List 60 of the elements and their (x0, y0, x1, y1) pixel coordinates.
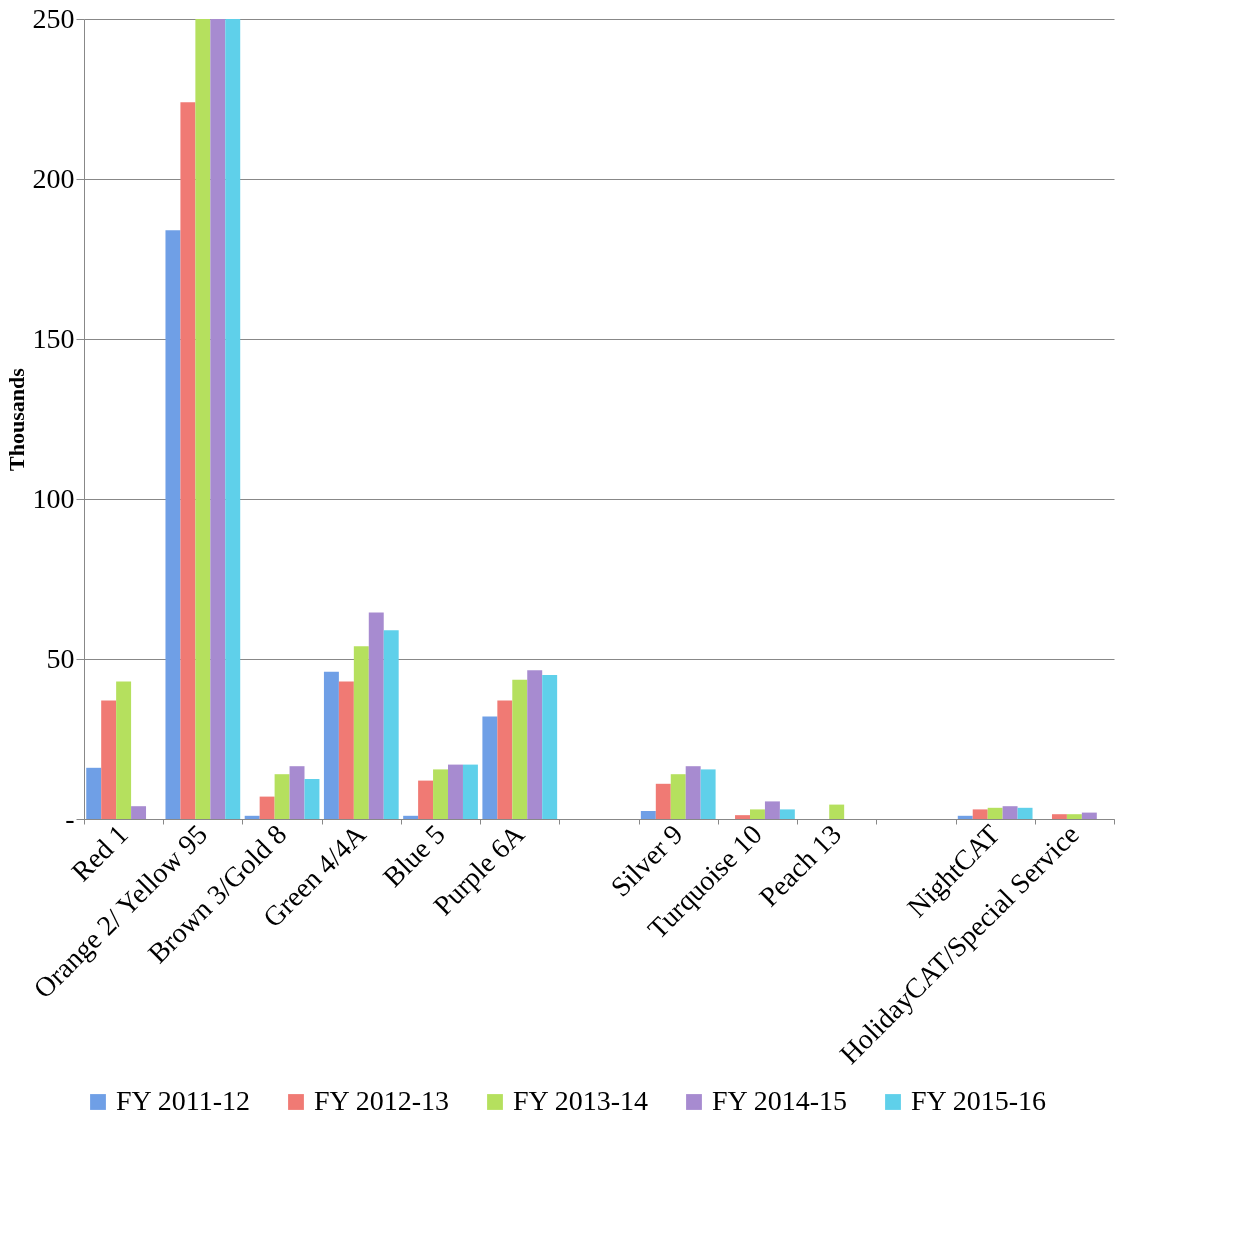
bar (353, 646, 369, 819)
bar (433, 769, 449, 819)
bar (101, 700, 117, 819)
bar (527, 670, 543, 819)
bar (670, 774, 686, 819)
bar (779, 809, 795, 819)
bar (1081, 812, 1097, 819)
bar (274, 774, 290, 819)
bar (1017, 807, 1033, 819)
legend-label: FY 2011-12 (116, 1085, 251, 1116)
y-axis-title: Thousands (3, 367, 29, 471)
bar (640, 811, 656, 819)
bar (323, 671, 339, 819)
bar (304, 779, 320, 819)
y-tick-label: 150 (32, 322, 75, 354)
bar (448, 764, 463, 819)
y-tick-label: - (65, 802, 75, 834)
bar (700, 769, 716, 819)
bar (338, 681, 354, 819)
bar (368, 612, 384, 819)
bar (749, 809, 765, 819)
y-tick-label: 250 (32, 2, 75, 34)
bar (685, 766, 701, 819)
bar (225, 19, 241, 819)
bar (418, 780, 434, 819)
bar (210, 19, 226, 819)
bar (462, 764, 478, 819)
bar (655, 783, 671, 819)
bar (259, 796, 275, 819)
bar (244, 815, 260, 819)
bar (1051, 814, 1067, 819)
bar (764, 801, 780, 819)
bar (116, 681, 132, 819)
bar (987, 807, 1003, 819)
bar (497, 700, 513, 819)
legend-label: FY 2013-14 (513, 1085, 649, 1116)
bar (482, 716, 498, 819)
bar (289, 766, 305, 819)
bar (131, 806, 147, 819)
bar (512, 679, 528, 819)
bar (829, 804, 845, 819)
bar (383, 630, 399, 819)
bar (403, 815, 419, 819)
y-tick-label: 200 (32, 162, 75, 194)
bar (735, 815, 750, 819)
bar (542, 675, 558, 819)
legend-label: FY 2015-16 (911, 1085, 1047, 1116)
bar (957, 815, 973, 819)
bar (180, 102, 196, 819)
bar (195, 19, 211, 819)
bar (1066, 814, 1082, 819)
bar (165, 230, 181, 819)
legend-label: FY 2012-13 (314, 1085, 450, 1116)
bar (972, 809, 988, 819)
y-tick-label: 100 (32, 482, 75, 514)
bar (1002, 806, 1018, 819)
bar (86, 767, 102, 819)
legend-label: FY 2014-15 (712, 1085, 848, 1116)
x-tick-label: Blue 5 (376, 818, 451, 893)
y-tick-label: 50 (46, 642, 75, 674)
